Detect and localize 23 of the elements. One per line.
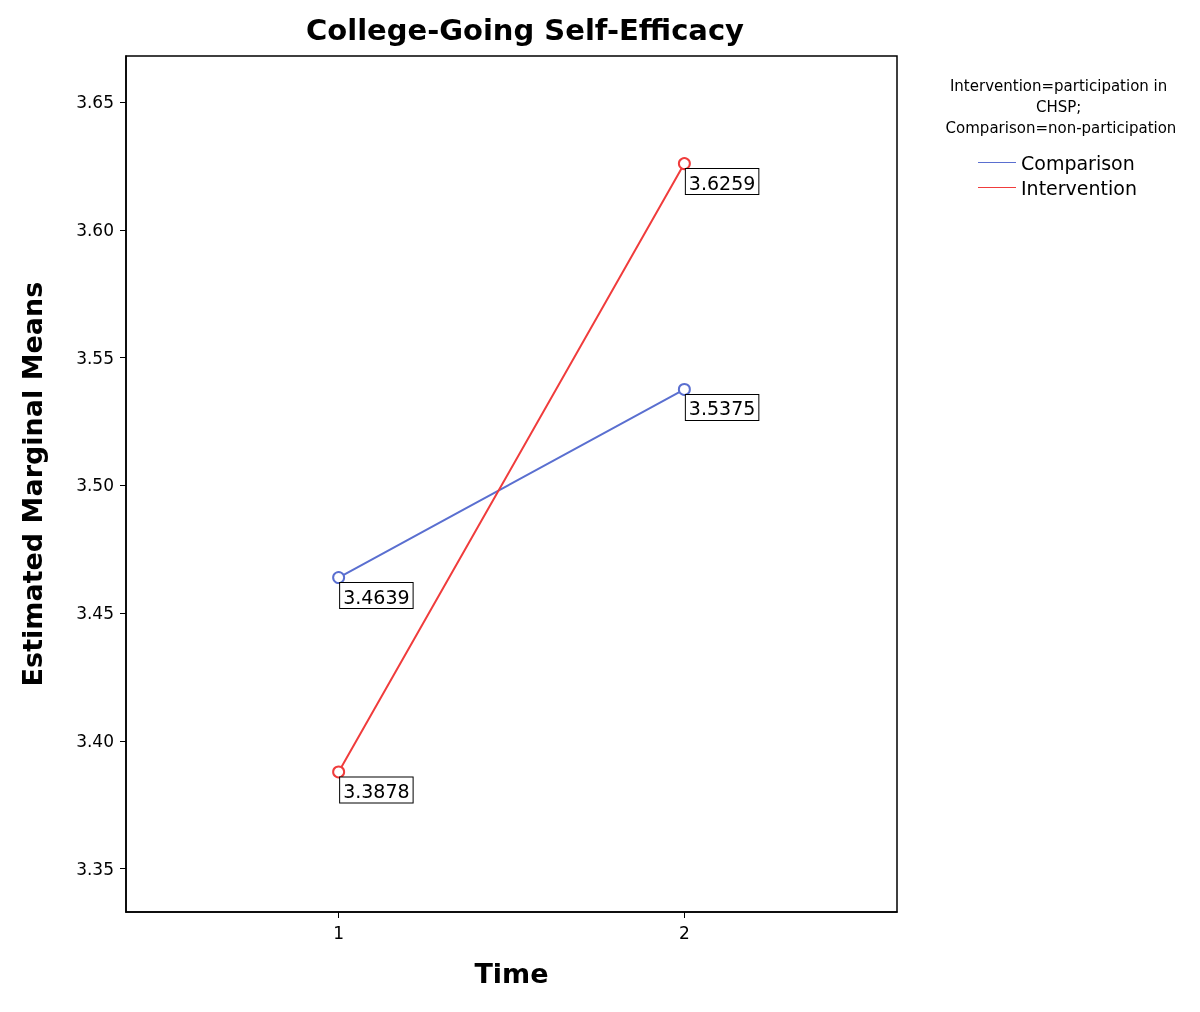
y-tick-label: 3.50 bbox=[76, 475, 114, 496]
point bbox=[677, 157, 691, 171]
y-axis-title: Estimated Marginal Means bbox=[17, 281, 48, 687]
legend-label: Comparison bbox=[1021, 151, 1135, 174]
x-axis-title: Time bbox=[474, 958, 549, 989]
y-tick-label: 3.40 bbox=[76, 730, 114, 751]
x-tick-label: 1 bbox=[333, 922, 345, 943]
point bbox=[332, 571, 346, 585]
x-tick-label: 2 bbox=[678, 922, 690, 943]
data-label: 3.5375 bbox=[688, 397, 756, 420]
data-label: 3.6259 bbox=[688, 171, 756, 194]
point bbox=[332, 765, 346, 779]
point bbox=[677, 382, 691, 396]
data-label: 3.3878 bbox=[343, 779, 410, 802]
y-tick-label: 3.65 bbox=[76, 91, 114, 112]
legend-title: Intervention=participation in CHSP; Comparison=non-participation bbox=[945, 76, 1177, 137]
legend-label: Intervention bbox=[1021, 176, 1137, 199]
y-tick-label: 3.55 bbox=[76, 347, 114, 368]
data-label: 3.4639 bbox=[343, 585, 410, 608]
y-tick-label: 3.60 bbox=[76, 219, 114, 240]
chart-title: College-Going Self-Efficacy bbox=[305, 12, 745, 47]
y-tick-label: 3.45 bbox=[76, 603, 114, 624]
y-tick-label: 3.35 bbox=[76, 858, 114, 879]
